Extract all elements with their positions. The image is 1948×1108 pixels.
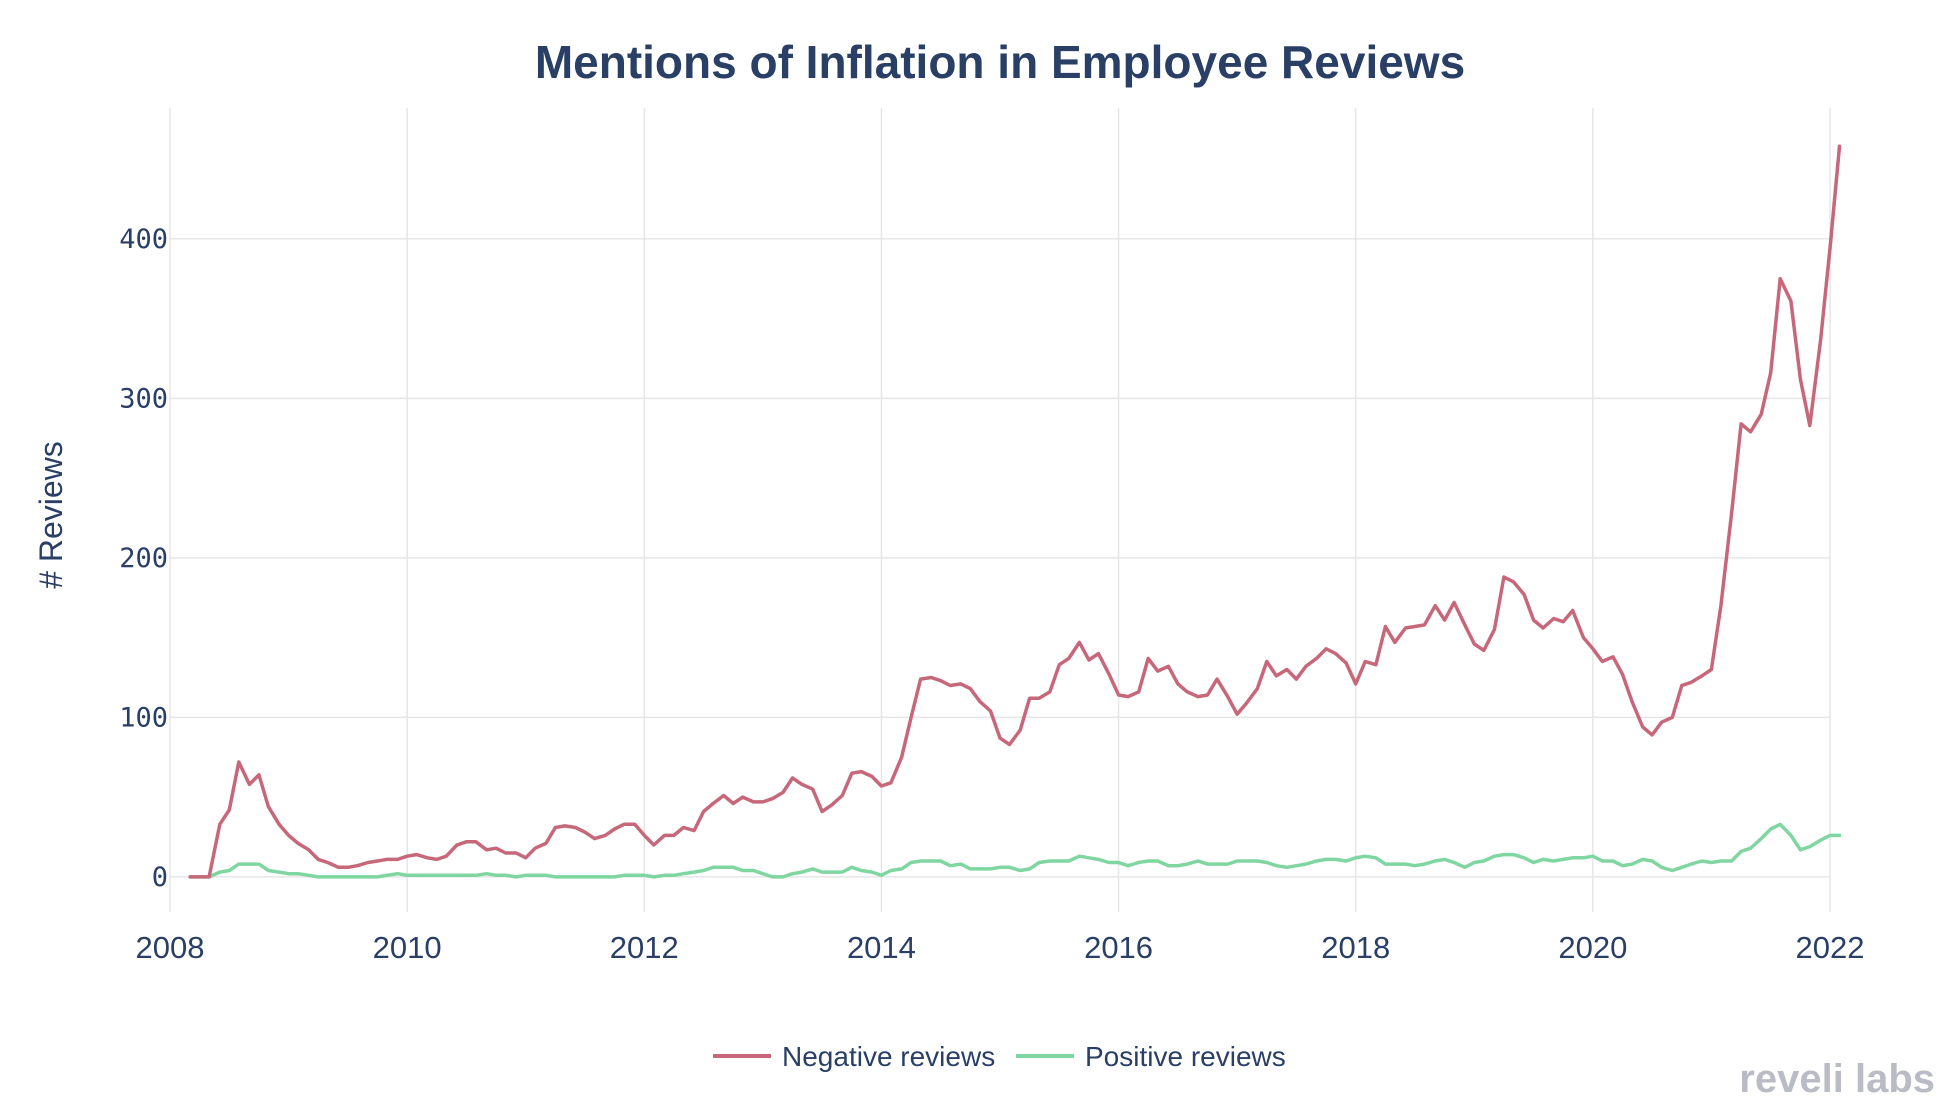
y-tick-label: 100 [119,702,168,733]
x-tick-label: 2016 [1084,930,1153,965]
y-tick-label: 0 [152,862,168,893]
negative-reviews-line [188,144,1842,879]
x-gridlines [169,108,1831,912]
y-tick-labels: 0 100 200 300 400 [119,224,168,893]
y-gridlines [170,238,1830,878]
legend-label-positive[interactable]: Positive reviews [1085,1041,1286,1072]
y-tick-label: 200 [119,543,168,574]
legend-label-negative[interactable]: Negative reviews [782,1041,995,1072]
y-axis-label: # Reviews [33,441,69,589]
positive-reviews-line [188,822,1842,879]
brand-prefix: revel [1739,1057,1832,1101]
y-tick-label: 300 [119,383,168,414]
x-tick-label: 2018 [1321,930,1390,965]
svg-text:reveli labs: reveli labs [1739,1057,1935,1101]
x-tick-label: 2022 [1796,930,1865,965]
x-tick-label: 2012 [610,930,679,965]
legend[interactable]: Negative reviews Positive reviews [713,1041,1286,1072]
x-tick-label: 2008 [136,930,205,965]
chart-title: Mentions of Inflation in Employee Review… [535,36,1465,88]
x-tick-label: 2020 [1558,930,1627,965]
series-lines [188,144,1842,879]
brand-i: i [1833,1057,1844,1101]
revelio-labs-logo: reveli labs [1739,1057,1935,1101]
x-tick-labels: 2008 2010 2012 2014 2016 2018 2020 2022 [136,930,1865,965]
x-tick-label: 2010 [373,930,442,965]
brand-suffix: labs [1844,1057,1935,1101]
y-tick-label: 400 [119,224,168,255]
x-tick-label: 2014 [847,930,916,965]
